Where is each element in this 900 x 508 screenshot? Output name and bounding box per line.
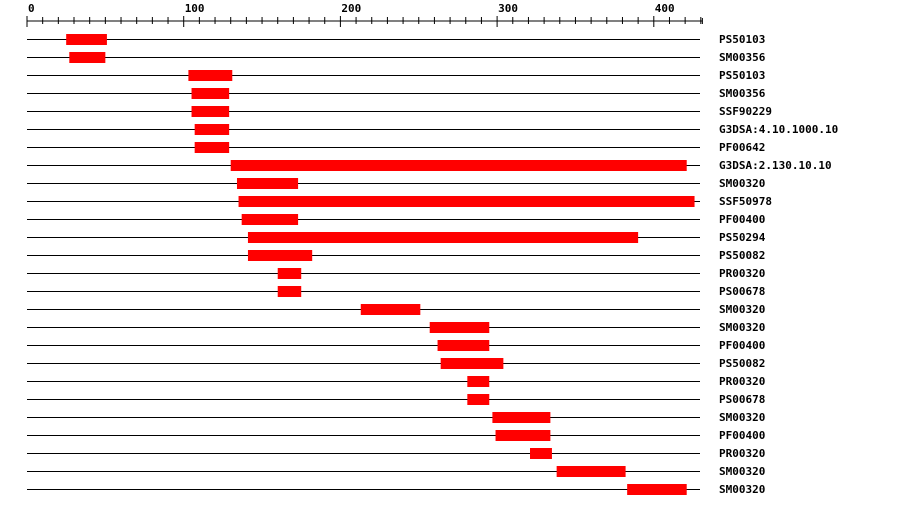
domain-bar (437, 340, 490, 351)
row-label: PF00642 (719, 141, 765, 154)
row-label: PR00320 (719, 267, 765, 280)
domain-bar (236, 178, 299, 189)
row-label: SSF50978 (719, 195, 772, 208)
domain-bar (467, 394, 490, 405)
row-label: PF00400 (719, 213, 765, 226)
row-label: PS00678 (719, 285, 765, 298)
row-label: G3DSA:2.130.10.10 (719, 159, 832, 172)
domain-bar (440, 358, 504, 369)
domain-bar (429, 322, 490, 333)
x-tick-label: 200 (341, 2, 361, 15)
domain-bar (530, 448, 552, 459)
row-label: SM00320 (719, 483, 765, 496)
domain-bar (188, 70, 233, 81)
domain-bar (492, 412, 551, 423)
domain-bar (247, 232, 639, 243)
domain-bar (194, 124, 230, 135)
domain-bar (467, 376, 490, 387)
row-label: SM00320 (719, 411, 765, 424)
row-label: PS50082 (719, 249, 765, 262)
row-label: PR00320 (719, 375, 765, 388)
row-label: PF00400 (719, 429, 765, 442)
row-label: SM00320 (719, 177, 765, 190)
domain-bar (238, 196, 695, 207)
x-tick-label: 0 (28, 2, 35, 15)
x-tick-label: 100 (185, 2, 205, 15)
row-label: SM00356 (719, 51, 766, 64)
x-tick-label: 400 (655, 2, 675, 15)
row-label: PS50103 (719, 69, 765, 82)
domain-bar (191, 106, 230, 117)
domain-bar (495, 430, 551, 441)
row-label: G3DSA:4.10.1000.10 (719, 123, 838, 136)
row-label: SM00320 (719, 303, 765, 316)
row-label: PF00400 (719, 339, 765, 352)
row-label: PS50294 (719, 231, 766, 244)
domain-bar (277, 286, 302, 297)
x-tick-label: 300 (498, 2, 518, 15)
row-label: SSF90229 (719, 105, 772, 118)
row-label: PS50082 (719, 357, 765, 370)
domain-bar (69, 52, 106, 63)
row-label: PS50103 (719, 33, 765, 46)
domain-bar (191, 88, 230, 99)
domain-bar (247, 250, 313, 261)
domain-bar (277, 268, 302, 279)
domain-bar (194, 142, 230, 153)
row-label: PS00678 (719, 393, 765, 406)
row-label: PR00320 (719, 447, 765, 460)
domain-bar (241, 214, 299, 225)
domain-bar (360, 304, 421, 315)
domain-bar (230, 160, 687, 171)
row-label: SM00320 (719, 321, 765, 334)
domain-bar (556, 466, 626, 477)
row-label: SM00320 (719, 465, 765, 478)
domain-bar (66, 34, 107, 45)
domain-bar (627, 484, 687, 495)
row-label: SM00356 (719, 87, 766, 100)
